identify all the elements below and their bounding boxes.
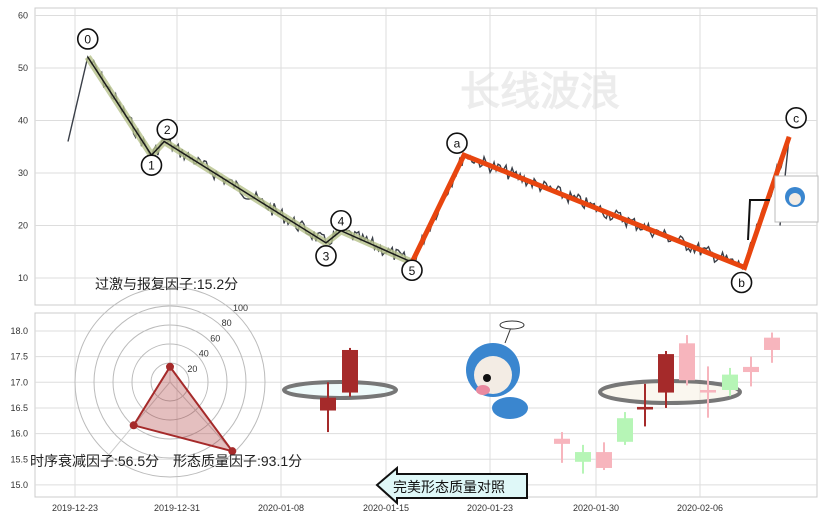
- radar-tick-label: 100: [233, 303, 248, 313]
- x-tick-label: 2020-01-08: [258, 503, 304, 513]
- candle: [658, 351, 674, 408]
- candle: [596, 442, 612, 471]
- wave-label: 4: [338, 214, 345, 228]
- y-tick-label: 17.0: [10, 377, 28, 387]
- radar-point: [129, 421, 138, 430]
- wave-label-circle: [401, 259, 423, 282]
- mini-thumbnail: [747, 175, 819, 241]
- candle: [554, 432, 570, 463]
- wave-label: 2: [164, 123, 171, 137]
- x-tick-label: 2020-01-30: [573, 503, 619, 513]
- radar-axis-label: 形态质量因子:93.1分: [173, 453, 302, 469]
- candle: [700, 366, 716, 418]
- mascot-icon: [466, 320, 528, 419]
- radar-tick-label: 40: [199, 349, 209, 359]
- candle-body: [700, 389, 716, 393]
- wave-label-circle: [785, 106, 807, 129]
- candle: [637, 383, 653, 427]
- radar-axis-label: 过激与报复因子:15.2分: [95, 276, 238, 292]
- callout-arrow[interactable]: 完美形态质量对照: [375, 465, 528, 506]
- wave-label-circle: [730, 271, 753, 294]
- y-tick-label: 50: [18, 63, 28, 73]
- candle-body: [617, 418, 633, 442]
- wave-label-circle: [140, 154, 163, 176]
- y-tick-label: 17.5: [10, 352, 28, 362]
- y-tick-label: 20: [18, 221, 28, 231]
- wave-label-circle: [76, 28, 99, 50]
- y-tick-label: 40: [18, 116, 28, 126]
- wave-label: 5: [409, 264, 416, 278]
- price-panel: [34, 7, 818, 306]
- radar-point: [228, 447, 237, 456]
- radar-tick-label: 80: [222, 318, 232, 328]
- candle-body: [575, 452, 591, 462]
- radar-area: [132, 365, 235, 453]
- candle-body: [320, 397, 336, 411]
- candle: [575, 444, 591, 474]
- candle: [342, 347, 358, 397]
- callout-label: 完美形态质量对照: [393, 479, 505, 495]
- wave-label-circle: [156, 118, 179, 141]
- candle: [679, 335, 695, 386]
- radar-point: [166, 362, 174, 371]
- wave-label: b: [738, 276, 745, 290]
- candle: [320, 382, 336, 433]
- radar-axis-label: 时序衰减因子:56.5分: [30, 453, 159, 469]
- candle: [743, 356, 759, 387]
- radar-tick-label: 60: [210, 333, 220, 343]
- impulse-highlight: [84, 55, 414, 266]
- watermark: 长线波浪: [460, 70, 620, 114]
- wave-label: 1: [148, 159, 155, 173]
- candle-body: [743, 366, 759, 373]
- candle: [617, 412, 633, 445]
- y-tick-label: 30: [18, 168, 28, 178]
- candle-body: [554, 438, 570, 444]
- highlight-ellipse: [282, 380, 398, 400]
- candle-body: [679, 343, 695, 381]
- impulse-wave-line: [87, 56, 413, 263]
- candle-body: [637, 406, 653, 410]
- x-tick-label: 2020-01-15: [363, 503, 409, 513]
- x-tick-label: 2020-02-06: [677, 503, 723, 513]
- wave-label-circle: [315, 245, 337, 267]
- wave-label: c: [793, 111, 799, 125]
- candle-body: [722, 374, 738, 390]
- x-tick-label: 2019-12-23: [52, 503, 98, 513]
- x-tick-label: 2019-12-31: [154, 503, 200, 513]
- wave-label-circle: [446, 132, 468, 154]
- y-tick-label: 15.5: [10, 454, 28, 464]
- y-tick-label: 16.5: [10, 403, 28, 413]
- x-tick-label: 2020-01-23: [467, 503, 513, 513]
- candle-body: [658, 354, 674, 393]
- y-tick-label: 15.0: [10, 480, 28, 490]
- y-tick-label: 16.0: [10, 429, 28, 439]
- y-tick-label: 60: [18, 11, 28, 21]
- candle-body: [764, 337, 780, 350]
- wave-label: 3: [323, 249, 330, 263]
- wave-label: a: [454, 137, 461, 151]
- candle-body: [596, 452, 612, 468]
- y-tick-label: 18.0: [10, 326, 28, 336]
- wave-label-circle: [330, 209, 352, 232]
- correction-wave-line: [409, 135, 792, 271]
- price-line: [67, 55, 790, 270]
- y-tick-label: 10: [18, 273, 28, 283]
- radar-tick-label: 20: [187, 364, 197, 374]
- candle-body: [342, 349, 358, 393]
- candle: [764, 332, 780, 363]
- candle: [722, 367, 738, 397]
- wave-label: 0: [84, 32, 91, 46]
